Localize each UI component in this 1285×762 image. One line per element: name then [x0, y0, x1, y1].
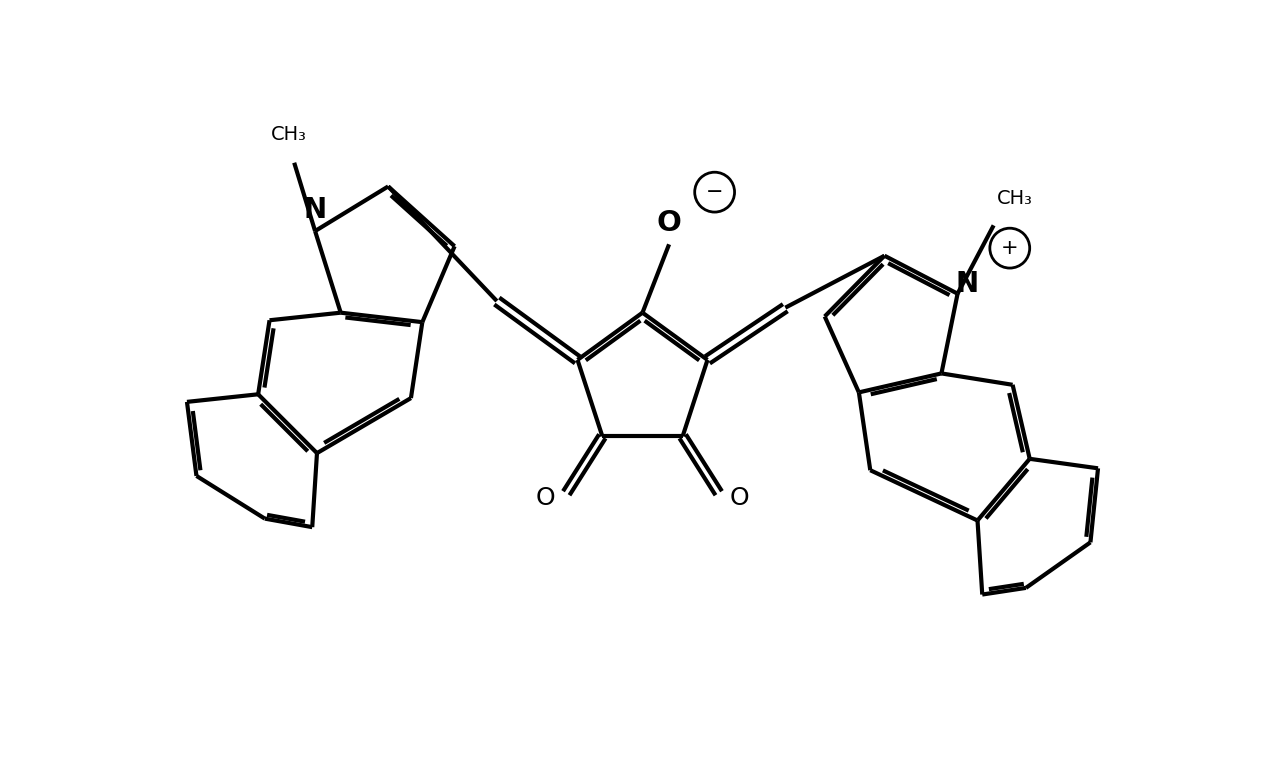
Text: N: N: [303, 196, 326, 224]
Text: O: O: [657, 210, 681, 238]
Text: +: +: [1001, 239, 1019, 258]
Text: N: N: [956, 271, 979, 298]
Text: O: O: [730, 486, 749, 510]
Text: CH₃: CH₃: [997, 189, 1032, 208]
Text: −: −: [705, 182, 723, 202]
Text: O: O: [536, 486, 555, 510]
Text: CH₃: CH₃: [271, 125, 306, 144]
